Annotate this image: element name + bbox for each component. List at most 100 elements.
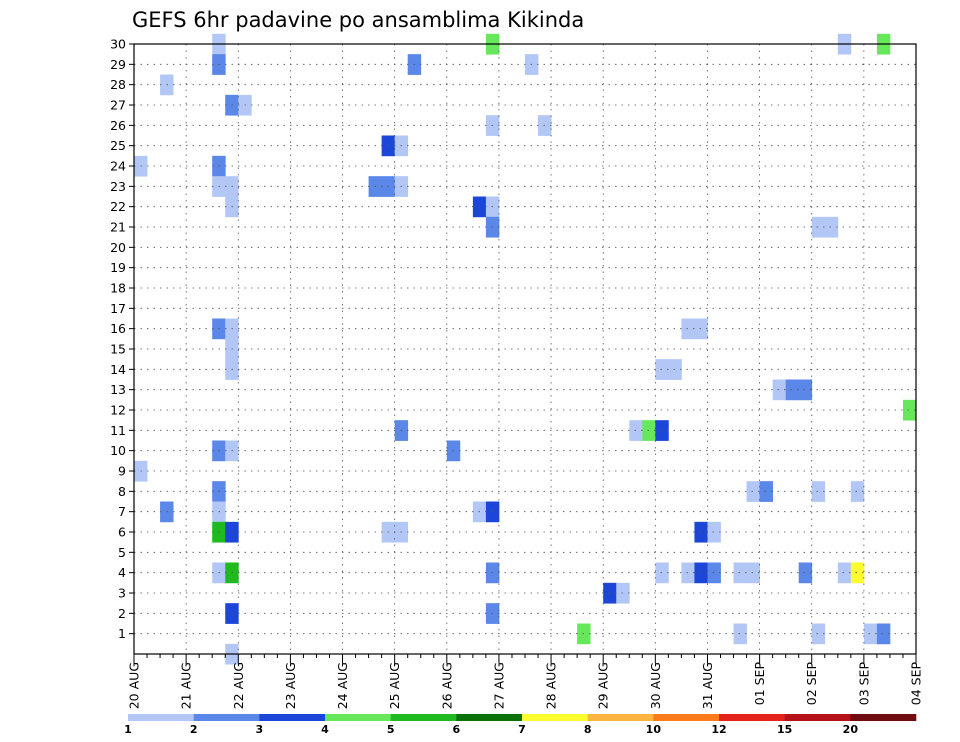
y-tick-label: 21 — [110, 220, 126, 235]
precip-cell — [811, 481, 826, 502]
precip-cell — [694, 318, 708, 340]
x-tick-label: 31 AUG — [700, 662, 715, 709]
y-tick-label: 9 — [118, 464, 126, 479]
precip-cell — [798, 562, 813, 584]
precip-cell — [746, 562, 760, 584]
x-tick-label: 22 AUG — [231, 662, 246, 709]
precip-cells — [134, 33, 917, 665]
y-tick-label: 25 — [110, 138, 126, 153]
y-tick-label: 30 — [110, 37, 126, 52]
precip-cell — [642, 420, 656, 441]
colorbar: 1 2 3 4 5 6 7 8 10 12 15 20 — [124, 714, 917, 736]
y-tick-label: 4 — [118, 565, 126, 580]
precip-cell — [798, 379, 813, 401]
precip-cell — [863, 623, 878, 645]
colorbar-swatch — [325, 714, 391, 721]
y-tick-label: 26 — [110, 118, 126, 133]
y-tick-label: 27 — [110, 98, 126, 113]
colorbar-label: 4 — [321, 723, 329, 736]
precip-cell — [824, 216, 839, 238]
y-tick-label: 8 — [118, 484, 126, 499]
y-tick-label: 20 — [110, 240, 126, 255]
y-tick-label: 5 — [118, 545, 126, 560]
x-tick-label: 24 AUG — [335, 662, 350, 709]
precip-cell — [707, 562, 721, 584]
precip-cell — [850, 481, 865, 502]
precip-cell — [733, 562, 747, 584]
precip-cell — [746, 481, 760, 502]
y-tick-label: 24 — [110, 159, 126, 174]
precip-cell — [655, 359, 669, 380]
colorbar-swatch — [522, 714, 588, 721]
precip-cell — [694, 562, 708, 584]
precip-cell — [668, 359, 682, 380]
y-tick-label: 12 — [110, 403, 126, 418]
y-tick-label: 17 — [110, 301, 126, 316]
precip-cell — [733, 623, 747, 645]
colorbar-swatch — [259, 714, 326, 721]
colorbar-label: 5 — [387, 723, 395, 736]
x-axis: 20 AUG 21 AUG 22 AUG 23 AUG 24 AUG 25 AUG 26 A… — [127, 654, 924, 709]
colorbar-label: 8 — [584, 723, 592, 736]
x-tick-label: 28 AUG — [544, 662, 559, 709]
y-tick-label: 19 — [110, 260, 126, 275]
precip-cell — [681, 318, 695, 340]
y-tick-label: 16 — [110, 321, 126, 336]
colorbar-swatch — [719, 714, 785, 721]
x-tick-label: 01 SEP — [752, 662, 767, 706]
colorbar-swatch — [193, 714, 260, 721]
colorbar-swatch — [784, 714, 851, 721]
y-tick-label: 23 — [110, 179, 126, 194]
y-tick-label: 3 — [118, 586, 126, 601]
colorbar-label: 2 — [190, 723, 198, 736]
x-tick-label: 27 AUG — [491, 662, 506, 709]
precip-cell — [902, 399, 917, 421]
colorbar-label: 20 — [843, 723, 859, 736]
y-tick-label: 2 — [118, 606, 126, 621]
colorbar-label: 3 — [256, 723, 264, 736]
y-tick-label: 11 — [110, 423, 126, 438]
y-tick-label: 22 — [110, 199, 126, 214]
x-tick-label: 20 AUG — [127, 662, 142, 709]
precip-cell — [655, 562, 669, 584]
x-tick-label: 30 AUG — [648, 662, 663, 709]
x-tick-label: 26 AUG — [439, 662, 454, 709]
precip-cell — [681, 562, 695, 584]
y-tick-label: 28 — [110, 77, 126, 92]
x-tick-label: 23 AUG — [283, 662, 298, 709]
colorbar-label: 15 — [777, 723, 792, 736]
y-tick-label: 10 — [110, 443, 126, 458]
colorbar-swatch — [587, 714, 654, 721]
precip-cell — [707, 521, 721, 543]
y-tick-label: 7 — [118, 504, 126, 519]
precip-cell — [655, 420, 669, 441]
y-tick-label: 6 — [118, 525, 126, 540]
colorbar-swatch — [390, 714, 457, 721]
x-tick-label: 02 SEP — [804, 662, 819, 706]
colorbar-label: 7 — [518, 723, 526, 736]
x-tick-label: 25 AUG — [387, 662, 402, 709]
grid-lines — [134, 43, 916, 654]
x-tick-label: 03 SEP — [856, 662, 871, 706]
precip-cell — [772, 379, 787, 401]
colorbar-label: 10 — [646, 723, 662, 736]
precip-cell — [811, 623, 826, 645]
x-tick-label: 04 SEP — [909, 662, 924, 706]
precip-cell — [837, 562, 852, 584]
colorbar-label: 1 — [124, 723, 132, 736]
y-tick-label: 18 — [110, 281, 126, 296]
colorbar-swatch — [653, 714, 720, 721]
precip-cell — [785, 379, 800, 401]
chart-title: GEFS 6hr padavine po ansamblima Kikinda — [132, 8, 584, 32]
y-tick-label: 1 — [118, 626, 126, 641]
y-tick-label: 13 — [110, 382, 126, 397]
precip-cell — [759, 481, 774, 502]
y-tick-label: 29 — [110, 57, 126, 72]
y-tick-label: 15 — [110, 342, 126, 357]
x-tick-label: 29 AUG — [596, 662, 611, 709]
colorbar-swatch — [456, 714, 523, 721]
precip-cell — [694, 521, 708, 543]
y-axis: 1234567891011121314151617181920212223242… — [110, 37, 134, 641]
x-tick-label: 21 AUG — [179, 662, 194, 709]
